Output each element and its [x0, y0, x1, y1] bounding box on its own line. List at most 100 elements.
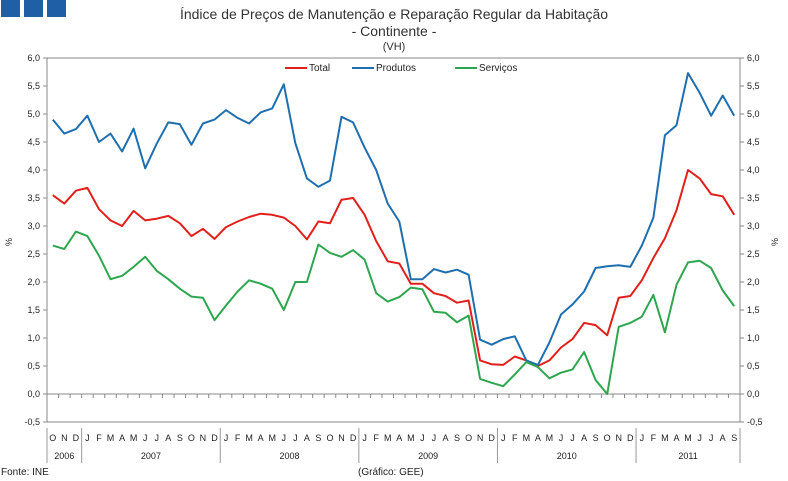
x-month-label: M: [523, 433, 531, 443]
x-month-label: J: [224, 433, 229, 443]
x-month-label: A: [165, 433, 171, 443]
x-month-label: A: [535, 433, 541, 443]
x-month-label: M: [684, 433, 692, 443]
x-month-label: M: [384, 433, 392, 443]
x-month-label: O: [49, 433, 56, 443]
x-month-label: S: [315, 433, 321, 443]
x-month-label: J: [85, 433, 90, 443]
x-month-label: D: [211, 433, 218, 443]
x-month-label: J: [697, 433, 702, 443]
legend-label: Produtos: [376, 63, 416, 74]
x-month-label: M: [407, 433, 415, 443]
x-month-label: J: [154, 433, 159, 443]
y-tick-label-right: 3,5: [747, 193, 760, 203]
y-tick-label-right: 5,5: [747, 81, 760, 91]
x-month-label: J: [362, 433, 367, 443]
y-tick-label-right: 4,5: [747, 137, 760, 147]
y-tick-label-right: 6,0: [747, 53, 760, 63]
y-tick-label-left: 2,5: [27, 249, 40, 259]
legend-label: Total: [309, 63, 330, 74]
y-axis-label-left: %: [4, 238, 14, 246]
x-month-label: N: [61, 433, 68, 443]
y-tick-label-right: 3,0: [747, 221, 760, 231]
x-month-label: S: [177, 433, 183, 443]
x-month-label: O: [604, 433, 611, 443]
x-month-label: F: [651, 433, 657, 443]
x-month-label: D: [73, 433, 80, 443]
x-month-label: M: [130, 433, 138, 443]
x-month-label: M: [245, 433, 253, 443]
x-month-label: F: [512, 433, 518, 443]
x-month-label: J: [501, 433, 506, 443]
x-year-label: 2008: [280, 451, 300, 461]
y-tick-label-right: 2,5: [747, 249, 760, 259]
brand-square-1: [1, 0, 20, 17]
y-tick-label-left: 1,5: [27, 305, 40, 315]
x-month-label: M: [107, 433, 115, 443]
x-month-label: D: [488, 433, 495, 443]
y-tick-label-right: 0,5: [747, 361, 760, 371]
x-month-label: A: [673, 433, 679, 443]
chart-credit: (Gráfico: GEE): [358, 467, 424, 478]
x-month-label: A: [720, 433, 726, 443]
y-tick-label-right: 4,0: [747, 165, 760, 175]
y-tick-label-left: 0,0: [27, 389, 40, 399]
chart-title: Índice de Preços de Manutenção e Reparaç…: [179, 6, 609, 22]
x-month-label: D: [350, 433, 357, 443]
x-month-label: M: [546, 433, 554, 443]
series-line: [52, 230, 736, 395]
y-tick-label-left: 6,0: [27, 53, 40, 63]
x-month-label: F: [373, 433, 379, 443]
chart-subtitle: - Continente -: [351, 23, 437, 39]
x-month-label: S: [731, 433, 737, 443]
x-month-label: J: [282, 433, 287, 443]
y-tick-label-right: 0,0: [747, 389, 760, 399]
chart-unit: (VH): [382, 41, 406, 53]
x-month-label: J: [293, 433, 298, 443]
x-year-label: 2006: [54, 451, 74, 461]
plot-frame: [46, 57, 741, 423]
y-tick-label-left: 4,0: [27, 165, 40, 175]
x-month-label: J: [559, 433, 564, 443]
y-tick-label-left: -0,5: [24, 417, 40, 427]
chart-series-lines: [52, 72, 736, 395]
brand-square-3: [47, 0, 66, 17]
x-month-label: J: [570, 433, 575, 443]
source-note: Fonte: INE: [1, 467, 49, 478]
x-month-label: N: [615, 433, 622, 443]
x-month-label: O: [326, 433, 333, 443]
y-tick-label-right: -0,5: [747, 417, 763, 427]
y-tick-label-left: 0,5: [27, 361, 40, 371]
y-tick-label-left: 4,5: [27, 137, 40, 147]
x-month-label: J: [420, 433, 425, 443]
y-axis-label-right: %: [770, 238, 780, 246]
series-line: [52, 72, 736, 366]
x-month-label: J: [640, 433, 645, 443]
chart-axes: -0,5 -0,5 0,0 0,0 0,5 0,5 1,0 1,0 1,5 1,5 2,0 2,0 2,…: [4, 53, 780, 463]
x-month-label: J: [143, 433, 148, 443]
x-month-label: S: [593, 433, 599, 443]
x-month-label: M: [268, 433, 276, 443]
x-month-label: A: [258, 433, 264, 443]
series-line: [52, 169, 736, 367]
x-month-label: J: [709, 433, 714, 443]
x-month-label: M: [661, 433, 669, 443]
x-month-label: A: [442, 433, 448, 443]
y-tick-label-left: 5,0: [27, 109, 40, 119]
x-year-label: 2010: [557, 451, 577, 461]
x-month-label: A: [119, 433, 125, 443]
chart-legend: Total Produtos Serviços: [285, 63, 517, 74]
x-month-label: N: [338, 433, 345, 443]
y-tick-label-right: 5,0: [747, 109, 760, 119]
x-month-label: J: [432, 433, 437, 443]
x-month-label: S: [454, 433, 460, 443]
y-tick-label-left: 2,0: [27, 277, 40, 287]
x-month-label: F: [96, 433, 102, 443]
y-tick-label-left: 1,0: [27, 333, 40, 343]
x-month-label: F: [235, 433, 241, 443]
x-year-label: 2007: [141, 451, 161, 461]
y-tick-label-right: 2,0: [747, 277, 760, 287]
x-month-label: O: [188, 433, 195, 443]
x-year-label: 2011: [678, 451, 697, 461]
